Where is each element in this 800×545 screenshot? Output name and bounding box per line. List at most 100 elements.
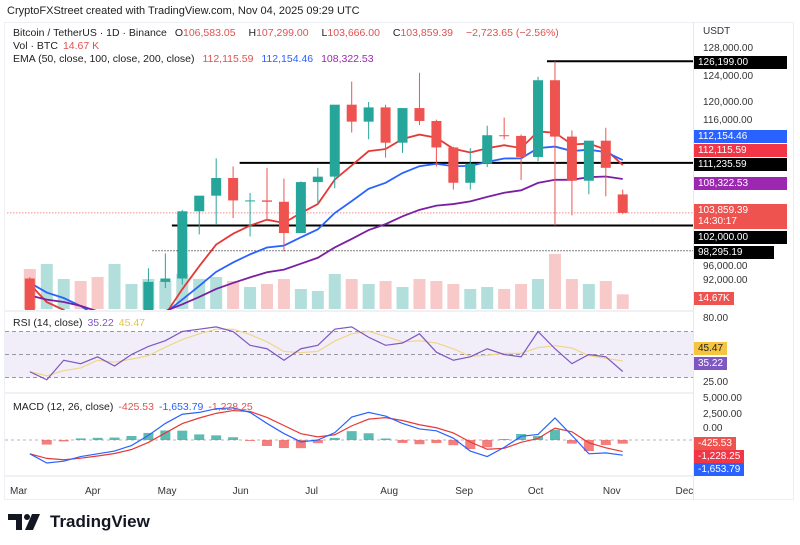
macd-histogram-bar <box>363 433 374 440</box>
macd-histogram-bar <box>312 440 323 444</box>
macd-line-badge: -1,653.79 <box>694 463 745 476</box>
close-value: 103,859.39 <box>400 27 454 39</box>
macd-histogram-bar <box>482 440 493 448</box>
volume-bar <box>125 284 138 309</box>
macd-signal-badge: -1,228.25 <box>694 450 745 463</box>
volume-bar <box>74 281 87 309</box>
candle-body <box>566 136 577 181</box>
rsi-label[interactable]: RSI (14, close) <box>13 317 83 329</box>
volume-bar <box>413 279 426 309</box>
open-value: 106,583.05 <box>182 27 236 39</box>
rsi-legend: RSI (14, close) 35.22 45.47 <box>13 317 150 329</box>
volume-bar <box>498 289 511 309</box>
ema200-line <box>29 175 623 310</box>
volume-bar <box>328 274 341 309</box>
volume-bar <box>396 287 409 309</box>
price-tick: 96,000.00 <box>703 261 748 272</box>
volume-bar <box>210 277 223 309</box>
candle-body <box>380 107 391 143</box>
volume-bar <box>91 277 104 309</box>
candle-body <box>499 135 510 137</box>
candle-body <box>24 278 35 310</box>
macd-histogram-bar <box>431 440 442 444</box>
time-axis-label: Nov <box>602 486 621 497</box>
volume-bar <box>430 281 443 309</box>
candle-body <box>245 200 256 202</box>
volume-bar <box>108 264 121 309</box>
macd-histogram-bar <box>549 429 560 440</box>
candle-body <box>194 195 205 212</box>
macd-histogram-bar <box>41 440 52 445</box>
ema100-badge: 112,154.46 <box>694 130 787 143</box>
macd-legend: MACD (12, 26, close) -425.53 -1,653.79 -1,2… <box>13 401 258 413</box>
candle-body <box>177 211 188 279</box>
volume-bar <box>379 281 392 309</box>
time-axis-label: Oct <box>527 486 544 497</box>
candle-body <box>228 178 239 201</box>
rsi-ma-value: 45.47 <box>118 317 146 329</box>
macd-histogram-bar <box>448 440 459 446</box>
volume-bar <box>362 284 375 309</box>
close-label: C <box>392 27 401 39</box>
volume-bar <box>532 279 545 309</box>
candle-body <box>617 194 628 213</box>
volume-bar <box>261 284 273 309</box>
tradingview-logo-icon <box>8 514 40 530</box>
support-level-badge: 102,000.00 <box>694 231 787 244</box>
macd-histogram-bar <box>92 437 103 440</box>
volume-bar <box>277 279 290 309</box>
rsi-ma-badge: 45.47 <box>694 342 728 355</box>
candle-body <box>431 120 442 148</box>
candle-body <box>465 163 476 183</box>
volume-bar <box>294 289 307 309</box>
ema50-badge: 112,115.59 <box>694 144 787 157</box>
price-tick: 92,000.00 <box>703 275 748 286</box>
currency-label: USDT <box>703 26 731 37</box>
rsi-tick: 25.00 <box>703 377 729 388</box>
candle-body <box>312 176 323 183</box>
tradingview-logo[interactable]: TradingView <box>8 512 150 532</box>
low-level-badge: 98,295.19 <box>694 246 774 259</box>
macd-histogram-bar <box>278 440 289 449</box>
candle-body <box>278 201 289 234</box>
candle-body <box>600 140 611 168</box>
macd-histogram-bar <box>143 432 154 440</box>
macd-histogram-bar <box>414 440 425 445</box>
low-value: 103,666.00 <box>327 27 380 39</box>
ema-label[interactable]: EMA (50, close, 100, close, 200, close) <box>13 53 195 65</box>
rsi-badge: 35.22 <box>694 357 728 370</box>
volume-bar <box>227 281 240 309</box>
candle-body <box>211 178 222 196</box>
chart-plot-area[interactable] <box>0 0 693 500</box>
last-price-badge: 103,859.39 14:30:17 <box>694 204 787 229</box>
candle-body <box>363 107 374 122</box>
price-tick: 128,000.00 <box>703 43 754 54</box>
macd-histogram-bar <box>109 437 120 440</box>
macd-hist-value: -425.53 <box>118 401 154 413</box>
candle-body <box>329 104 340 177</box>
candle-body <box>160 278 171 282</box>
price-pane <box>7 60 693 310</box>
macd-histogram-bar <box>380 438 391 440</box>
macd-label[interactable]: MACD (12, 26, close) <box>13 401 114 413</box>
time-axis-label: Dec <box>675 486 694 497</box>
macd-tick: 2,500.00 <box>703 409 742 420</box>
candle-body <box>533 80 544 157</box>
candle-body <box>549 80 560 137</box>
volume-badge: 14.67K <box>694 292 734 305</box>
time-axis-label: Jul <box>305 486 319 497</box>
macd-histogram-bar <box>329 437 340 440</box>
low-label: L <box>321 27 328 39</box>
macd-histogram-bar <box>75 438 86 440</box>
macd-histogram-bar <box>211 435 222 440</box>
rsi-line <box>29 326 624 381</box>
volume-bar <box>311 291 324 309</box>
resistance-level-badge: 111,235.59 <box>694 158 787 171</box>
candle-body <box>583 140 594 181</box>
macd-hist-badge: -425.53 <box>694 437 736 450</box>
symbol-name[interactable]: Bitcoin / TetherUS · 1D · Binance <box>13 27 167 39</box>
macd-tick: 5,000.00 <box>703 393 742 404</box>
volume-bar <box>176 274 189 309</box>
volume-label[interactable]: Vol · BTC <box>13 40 58 52</box>
chart-frame <box>4 22 794 500</box>
